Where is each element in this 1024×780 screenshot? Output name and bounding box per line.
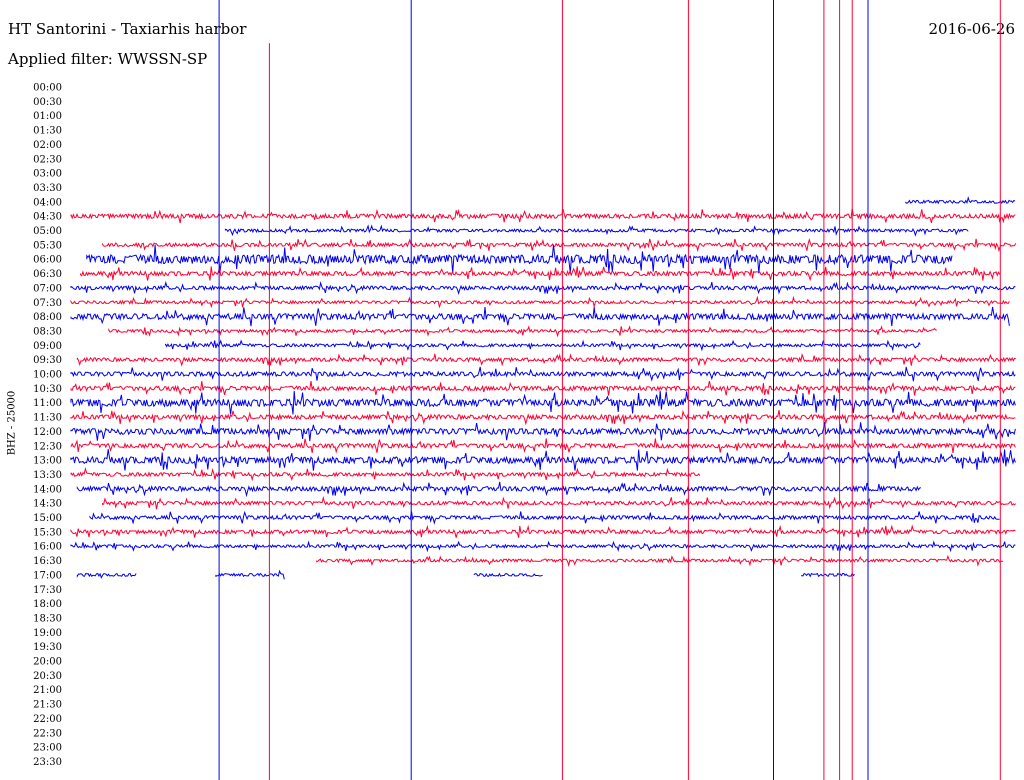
trace-row-0900 [165,339,921,352]
y-tick-label: 15:30 [33,527,62,538]
y-tick-label: 02:30 [33,154,62,165]
y-tick-label: 19:00 [33,628,62,639]
trace-row-0530 [102,237,1017,253]
station-title: HT Santorini - Taxiarhis harbor [8,20,247,38]
y-tick-label: 03:30 [33,183,62,194]
spike-lines [218,0,1001,780]
trace-row-0700 [70,280,1016,295]
trace-row-0730 [70,295,1010,309]
y-tick-label: 04:00 [33,197,62,208]
y-tick-label: 23:30 [33,757,62,768]
trace-row-1400 [76,481,922,498]
trace-row-0630 [80,266,1001,282]
y-tick-label: 15:00 [33,513,62,524]
y-tick-label: 06:30 [33,269,62,280]
y-tick-label: 21:00 [33,685,62,696]
trace-row-0400 [905,196,1016,205]
y-tick-label: 08:00 [33,312,62,323]
trace-row-1700 [76,572,137,579]
y-tick-label: 01:30 [33,126,62,137]
trace-row-1300 [70,449,1016,471]
date-label: 2016-06-26 [928,20,1015,38]
trace-row-1700 [215,569,285,580]
y-tick-label: 12:00 [33,427,62,438]
y-tick-label: 07:30 [33,298,62,309]
filter-label: Applied filter: WWSSN-SP [8,50,208,68]
y-tick-label: 18:00 [33,599,62,610]
y-tick-label: 22:30 [33,728,62,739]
y-tick-label: 17:00 [33,570,62,581]
trace-row-0830 [108,325,937,338]
y-tick-label: 20:00 [33,657,62,668]
y-tick-label: 17:30 [33,585,62,596]
y-tick-label: 18:30 [33,613,62,624]
trace-row-1530 [70,524,1016,538]
y-tick-label: 11:30 [33,413,62,424]
y-tick-label: 03:00 [33,169,62,180]
y-tick-label: 01:00 [33,111,62,122]
y-tick-label: 20:30 [33,671,62,682]
y-tick-label: 02:00 [33,140,62,151]
trace-row-1700 [801,572,855,578]
y-tick-label: 09:30 [33,355,62,366]
y-tick-label: 12:30 [33,441,62,452]
trace-row-1330 [70,467,701,482]
trace-row-1500 [89,510,1000,525]
trace-row-1630 [316,554,1004,568]
trace-row-1000 [70,366,1016,382]
trace-row-0800 [70,306,1010,327]
y-tick-label: 13:00 [33,456,62,467]
y-tick-label: 16:30 [33,556,62,567]
y-tick-label: 06:00 [33,255,62,266]
trace-row-0930 [76,352,1016,367]
y-tick-label: 08:30 [33,326,62,337]
trace-row-1700 [473,572,543,577]
y-tick-label: 14:00 [33,484,62,495]
trace-row-1130 [70,409,1016,426]
trace-lines [70,196,1017,580]
y-tick-label: 11:00 [33,398,62,409]
y-tick-label: 10:00 [33,370,62,381]
y-tick-label: 07:00 [33,283,62,294]
trace-row-0600 [86,244,953,274]
y-tick-label: 05:00 [33,226,62,237]
trace-row-1100 [70,390,1016,415]
y-tick-label: 10:30 [33,384,62,395]
trace-row-1430 [102,495,1016,510]
trace-row-1230 [70,438,1016,454]
y-tick-label: 13:30 [33,470,62,481]
y-tick-label: 22:00 [33,714,62,725]
y-tick-label: 14:30 [33,499,62,510]
y-tick-label: 04:30 [33,212,62,223]
trace-row-1600 [70,540,1016,553]
y-tick-label: 16:00 [33,542,62,553]
trace-row-1030 [70,380,1016,396]
y-tick-label: 05:30 [33,240,62,251]
trace-row-1200 [70,421,1016,442]
trace-row-0430 [70,208,1016,224]
y-tick-label: 21:30 [33,700,62,711]
y-tick-label: 00:00 [33,83,62,94]
y-tick-label: 09:00 [33,341,62,352]
y-tick-labels: 00:00 00:30 01:00 01:30 02:00 02:30 03:00 03:30… [33,83,62,768]
y-tick-label: 23:00 [33,743,62,754]
y-tick-label: 19:30 [33,642,62,653]
y-tick-label: 00:30 [33,97,62,108]
trace-row-0500 [224,224,969,237]
